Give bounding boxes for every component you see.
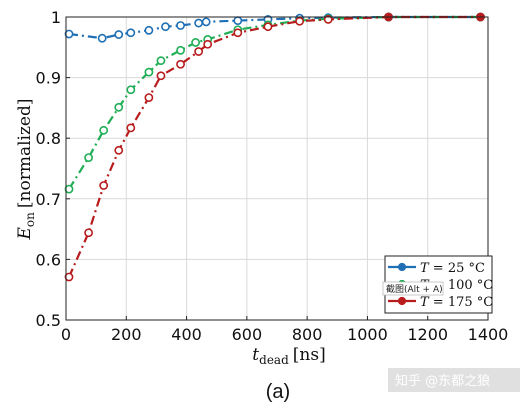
- legend-label: T = 175 °C: [420, 295, 493, 310]
- data-point: [114, 145, 124, 155]
- figure-caption: (a): [266, 381, 290, 403]
- data-point: [97, 33, 107, 43]
- x-tick-label: 1000: [347, 325, 388, 344]
- data-point: [156, 56, 166, 66]
- data-point: [233, 28, 243, 38]
- data-point: [144, 25, 154, 35]
- data-point: [201, 17, 211, 27]
- data-point: [191, 38, 201, 47]
- legend-label: T = 25 °C: [420, 261, 485, 276]
- data-point: [176, 21, 185, 30]
- data-point: [203, 39, 213, 49]
- legend-label-var: T: [420, 261, 430, 276]
- data-point: [114, 30, 124, 39]
- data-point: [64, 29, 74, 39]
- series-3: [64, 12, 485, 282]
- x-axis-label: tdead [ns]: [252, 345, 325, 367]
- data-point: [161, 22, 170, 32]
- data-point: [323, 15, 333, 24]
- x-axis-label-unit: [ns]: [293, 345, 326, 365]
- y-axis-label: Eon [normalized]: [15, 99, 37, 241]
- data-point: [144, 93, 154, 102]
- data-point: [194, 47, 204, 56]
- data-point: [126, 85, 136, 95]
- legend-label-var: T: [420, 295, 430, 310]
- x-axis-ticks: 0 200 400 600 800 1000 1200 1400: [61, 316, 508, 344]
- x-tick-label: 1200: [407, 325, 448, 344]
- data-point: [84, 228, 94, 238]
- data-point: [156, 71, 166, 81]
- data-point: [114, 102, 124, 112]
- y-axis-label-unit: [normalized]: [15, 99, 35, 209]
- legend-label-rest: = 175 °C: [429, 295, 494, 310]
- legend-swatch-marker: [397, 262, 407, 272]
- y-axis-label-main: E: [15, 226, 35, 240]
- x-tick-label: 200: [111, 325, 142, 344]
- data-point: [84, 153, 94, 162]
- legend-item: T = 175 °C: [388, 295, 493, 310]
- watermark-backdrop: [388, 368, 520, 392]
- screenshot-tooltip-box: [382, 281, 444, 296]
- screenshot-tooltip-text: 截图(Alt + A): [386, 283, 443, 295]
- legend-swatch-marker: [397, 296, 407, 306]
- legend-label-rest: = 25 °C: [429, 261, 485, 276]
- data-point: [295, 16, 305, 26]
- series-layer: [64, 12, 485, 282]
- y-tick-label: 0.6: [36, 250, 61, 269]
- series-line: [67, 15, 481, 278]
- x-tick-label: 400: [171, 325, 202, 344]
- y-axis-label-sub: on: [23, 212, 37, 227]
- y-axis-ticks: 0.5 0.6 0.7 0.8 0.9 1: [36, 8, 70, 330]
- legend-item: T = 25 °C: [388, 261, 485, 276]
- legend: T = 25 °CT = 100 °CT = 175 °C 截图(Alt + A…: [382, 255, 494, 314]
- x-axis-label-main: t: [252, 345, 259, 365]
- y-tick-label: 0.5: [36, 311, 61, 330]
- watermark-text: 知乎 @东都之狼: [395, 373, 490, 389]
- data-point: [64, 184, 74, 194]
- series-line: [68, 15, 481, 190]
- data-point: [99, 125, 109, 135]
- data-point: [263, 22, 273, 32]
- data-point: [99, 181, 109, 190]
- x-tick-label: 800: [292, 325, 323, 344]
- data-point: [64, 272, 74, 282]
- data-point: [126, 28, 136, 38]
- x-tick-label: 600: [232, 325, 263, 344]
- y-tick-label: 1: [51, 8, 61, 27]
- data-point: [233, 16, 243, 26]
- x-tick-label: 1400: [468, 325, 509, 344]
- series-line: [68, 15, 481, 40]
- y-tick-label: 0.8: [36, 129, 61, 148]
- plot-frame: [65, 16, 489, 321]
- data-point: [176, 59, 185, 69]
- series-2: [64, 12, 485, 194]
- data-point: [194, 18, 204, 28]
- x-axis-label-sub: dead: [259, 353, 289, 367]
- data-point: [126, 123, 136, 133]
- x-tick-label: 0: [61, 325, 71, 344]
- data-point: [144, 67, 154, 77]
- legend-label-rest: = 100 °C: [429, 278, 494, 293]
- y-tick-label: 0.9: [36, 69, 61, 88]
- y-tick-label: 0.7: [36, 190, 61, 209]
- data-point: [176, 45, 185, 55]
